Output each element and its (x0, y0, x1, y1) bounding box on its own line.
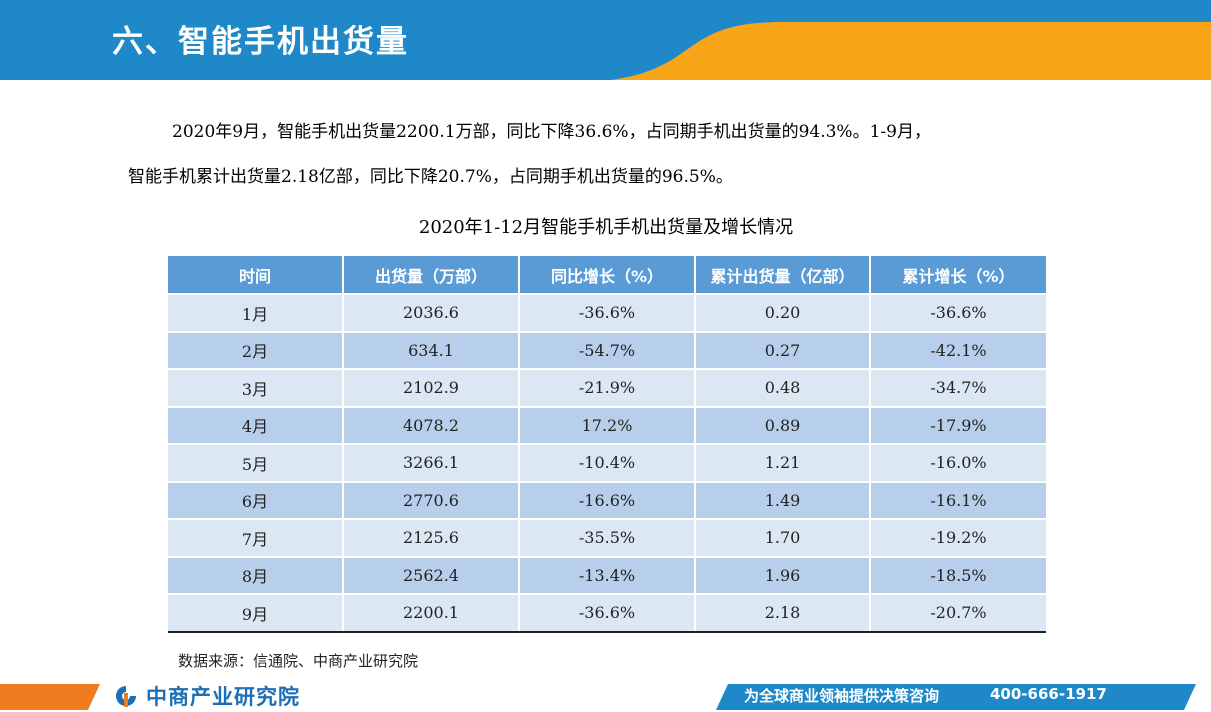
table-row: 8月 2562.4 -13.4% 1.96 -18.5% (168, 556, 1046, 595)
cell-cumulative-growth: -34.7% (869, 369, 1046, 408)
intro-paragraph: 2020年9月，智能手机出货量2200.1万部，同比下降36.6%，占同期手机出… (128, 110, 1088, 200)
cell-cumulative-growth: -36.6% (869, 294, 1046, 333)
cell-yoy-growth: -36.6% (518, 594, 695, 633)
cell-cumulative-shipments: 1.21 (694, 444, 870, 483)
cell-yoy-growth: -54.7% (518, 331, 695, 370)
table-row: 2月 634.1 -54.7% 0.27 -42.1% (168, 331, 1046, 370)
cell-shipments: 2770.6 (342, 481, 519, 520)
cell-shipments: 3266.1 (342, 444, 519, 483)
page-title: 六、智能手机出货量 (112, 24, 409, 60)
col-header-cumulative-shipments: 累计出货量（亿部） (694, 256, 870, 295)
cell-cumulative-growth: -16.0% (869, 444, 1046, 483)
cell-month: 3月 (168, 369, 343, 408)
cell-cumulative-growth: -17.9% (869, 406, 1046, 445)
cell-cumulative-shipments: 1.49 (694, 481, 870, 520)
cell-shipments: 2125.6 (342, 519, 519, 558)
cell-month: 8月 (168, 556, 343, 595)
shipment-table: 时间 出货量（万部） 同比增长（%） 累计出货量（亿部） 累计增长（%） 1月 … (168, 256, 1046, 633)
cell-yoy-growth: -10.4% (518, 444, 695, 483)
col-header-shipments: 出货量（万部） (342, 256, 519, 295)
table-row: 1月 2036.6 -36.6% 0.20 -36.6% (168, 294, 1046, 333)
cell-shipments: 4078.2 (342, 406, 519, 445)
cell-cumulative-shipments: 0.48 (694, 369, 870, 408)
col-header-cumulative-growth: 累计增长（%） (869, 256, 1046, 295)
logo-text: 中商产业研究院 (146, 685, 300, 709)
table-row: 5月 3266.1 -10.4% 1.21 -16.0% (168, 444, 1046, 483)
cell-cumulative-shipments: 2.18 (694, 594, 870, 633)
cell-cumulative-shipments: 0.20 (694, 294, 870, 333)
table-row: 3月 2102.9 -21.9% 0.48 -34.7% (168, 369, 1046, 408)
cell-yoy-growth: -13.4% (518, 556, 695, 595)
cell-yoy-growth: 17.2% (518, 406, 695, 445)
cell-month: 4月 (168, 406, 343, 445)
cell-cumulative-growth: -20.7% (869, 594, 1046, 633)
table-row: 9月 2200.1 -36.6% 2.18 -20.7% (168, 594, 1046, 633)
table-row: 4月 4078.2 17.2% 0.89 -17.9% (168, 406, 1046, 445)
table-title: 2020年1-12月智能手机手机出货量及增长情况 (418, 217, 794, 238)
source-divider (168, 631, 1046, 633)
cell-cumulative-growth: -42.1% (869, 331, 1046, 370)
cell-yoy-growth: -21.9% (518, 369, 695, 408)
cell-cumulative-shipments: 0.89 (694, 406, 870, 445)
cell-shipments: 2200.1 (342, 594, 519, 633)
cell-shipments: 2036.6 (342, 294, 519, 333)
cell-shipments: 2102.9 (342, 369, 519, 408)
cell-cumulative-shipments: 0.27 (694, 331, 870, 370)
cell-month: 7月 (168, 519, 343, 558)
footer-phone: 400-666-1917 (990, 685, 1107, 703)
cell-yoy-growth: -35.5% (518, 519, 695, 558)
footer-slogan: 为全球商业领袖提供决策咨询 (744, 687, 940, 705)
cell-yoy-growth: -36.6% (518, 294, 695, 333)
company-logo: 中商产业研究院 (112, 682, 300, 710)
col-header-yoy-growth: 同比增长（%） (518, 256, 695, 295)
table-row: 7月 2125.6 -35.5% 1.70 -19.2% (168, 519, 1046, 558)
footer-bar (0, 680, 1211, 712)
intro-line-1: 2020年9月，智能手机出货量2200.1万部，同比下降36.6%，占同期手机出… (172, 122, 931, 142)
data-source-note: 数据来源：信通院、中商产业研究院 (178, 652, 419, 670)
cell-month: 6月 (168, 481, 343, 520)
col-header-month: 时间 (168, 256, 343, 295)
cell-shipments: 634.1 (342, 331, 519, 370)
cell-cumulative-shipments: 1.70 (694, 519, 870, 558)
cell-month: 1月 (168, 294, 343, 333)
header-background (0, 0, 1211, 80)
intro-line-2: 智能手机累计出货量2.18亿部，同比下降20.7%，占同期手机出货量的96.5%… (128, 167, 733, 187)
cell-cumulative-growth: -18.5% (869, 556, 1046, 595)
footer-background (0, 684, 1196, 710)
cell-cumulative-growth: -19.2% (869, 519, 1046, 558)
cell-month: 9月 (168, 594, 343, 633)
cell-shipments: 2562.4 (342, 556, 519, 595)
cell-month: 5月 (168, 444, 343, 483)
cell-cumulative-growth: -16.1% (869, 481, 1046, 520)
logo-mark-icon (116, 686, 136, 707)
cell-yoy-growth: -16.6% (518, 481, 695, 520)
table-row: 6月 2770.6 -16.6% 1.49 -16.1% (168, 481, 1046, 520)
cell-month: 2月 (168, 331, 343, 370)
cell-cumulative-shipments: 1.96 (694, 556, 870, 595)
table-header-row: 时间 出货量（万部） 同比增长（%） 累计出货量（亿部） 累计增长（%） (168, 256, 1046, 295)
header-banner: 六、智能手机出货量 (0, 0, 1211, 80)
